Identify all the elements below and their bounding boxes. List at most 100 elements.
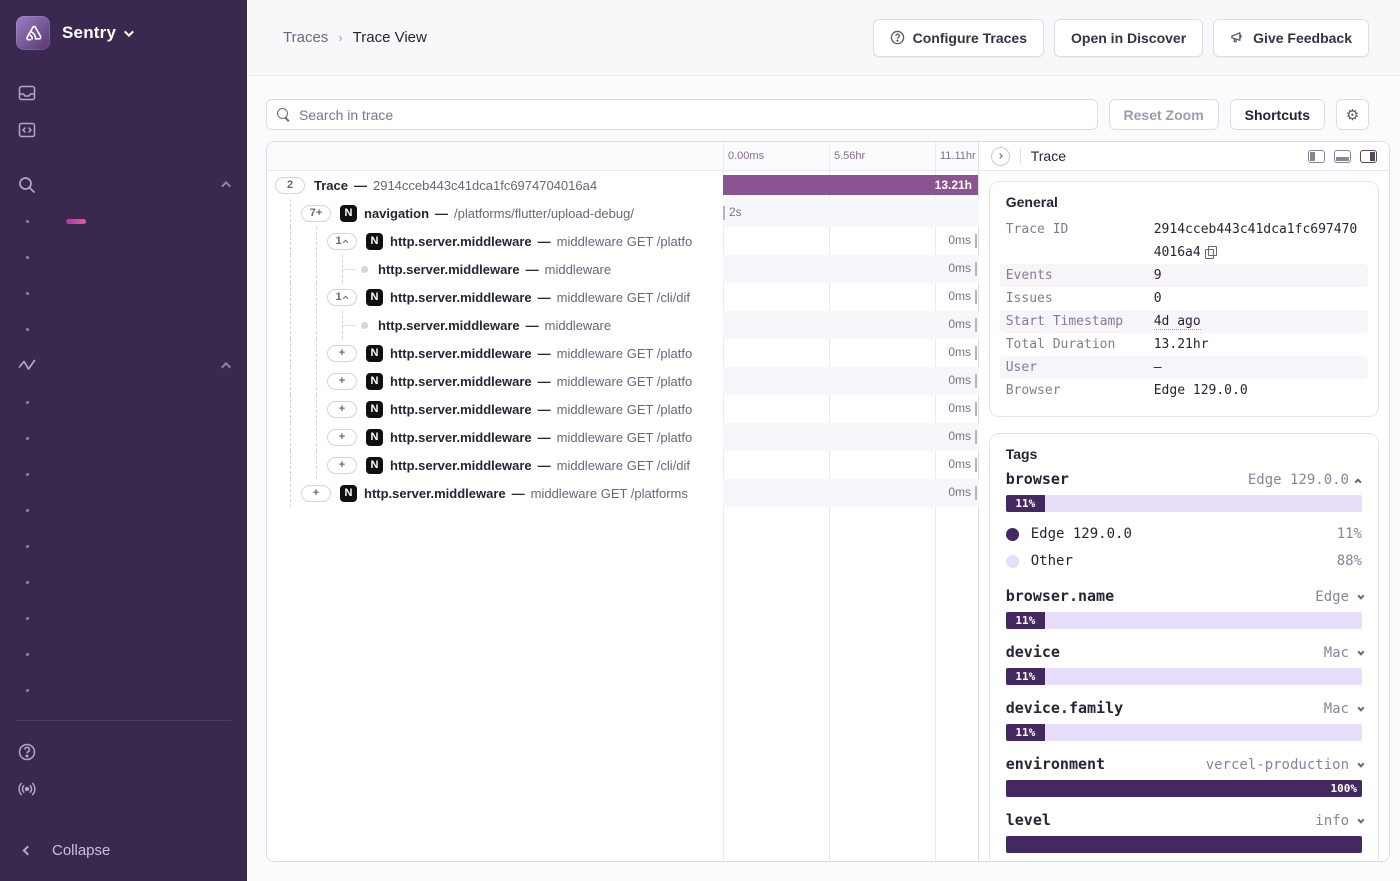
bullet-icon bbox=[16, 508, 38, 512]
sidebar-item-issues[interactable] bbox=[0, 74, 247, 111]
trace-tree-row[interactable]: 2 Trace —2914cceb443c41dca1fc6974704016a4 … bbox=[267, 171, 979, 199]
sidebar-item-traces[interactable] bbox=[0, 203, 247, 239]
shortcuts-button[interactable]: Shortcuts bbox=[1229, 99, 1325, 130]
sidebar-item-app-starts[interactable] bbox=[0, 492, 247, 528]
timeline-tick-label: 0.00ms bbox=[728, 150, 765, 162]
span-op: http.server.middleware bbox=[378, 261, 520, 277]
sidebar-collapse-button[interactable]: Collapse bbox=[0, 832, 247, 869]
org-switcher[interactable]: Sentry bbox=[0, 0, 247, 60]
tag-distribution-bar[interactable] bbox=[1005, 836, 1362, 853]
sidebar-item-screen-loads[interactable] bbox=[0, 528, 247, 564]
sidebar-item-queries[interactable] bbox=[0, 420, 247, 456]
sidebar-item-web-vitals[interactable] bbox=[0, 564, 247, 600]
span-duration-label: 0ms bbox=[948, 373, 971, 387]
timeline-tick-label: 11.11hr bbox=[940, 150, 976, 162]
tag-header[interactable]: browser Edge 129.0.0 bbox=[1006, 470, 1362, 488]
span-children-pill[interactable]: 7+ bbox=[301, 204, 331, 222]
timeline-ruler[interactable]: 0.00ms 5.56hr 11.11hr bbox=[723, 142, 979, 171]
span-children-pill[interactable]: + bbox=[327, 344, 357, 362]
collapse-panel-button[interactable] bbox=[990, 146, 1010, 166]
sidebar-item-assets[interactable] bbox=[0, 456, 247, 492]
tag-distribution-bar[interactable]: 11% bbox=[1005, 724, 1362, 741]
trace-settings-button[interactable]: ⚙ bbox=[1336, 99, 1369, 130]
trace-tree-row[interactable]: http.server.middleware — middleware 0ms bbox=[267, 311, 979, 339]
chevron-down-icon bbox=[1357, 760, 1365, 768]
span-description: middleware GET /platfo bbox=[556, 429, 693, 445]
topbar: Traces › Trace View Configure Traces Ope… bbox=[247, 0, 1400, 76]
tag-header[interactable]: device.family Mac bbox=[1006, 699, 1365, 717]
copy-icon[interactable] bbox=[1204, 246, 1217, 259]
sidebar-item-replays[interactable] bbox=[0, 275, 247, 311]
chevron-up-icon bbox=[1354, 477, 1362, 485]
search-icon bbox=[16, 175, 38, 195]
sidebar-section-insights[interactable] bbox=[0, 347, 247, 384]
sidebar-item-queues[interactable] bbox=[0, 636, 247, 672]
span-children-pill[interactable]: 2 bbox=[275, 176, 305, 194]
sidebar-section-explore[interactable] bbox=[0, 166, 247, 203]
span-duration-tick bbox=[975, 486, 977, 500]
tag-breakdown-row[interactable]: Other 88% bbox=[1005, 553, 1362, 569]
detail-row-events: Events 9 bbox=[999, 264, 1368, 287]
sidebar-item-help[interactable] bbox=[0, 733, 247, 770]
layout-right-button[interactable] bbox=[1360, 149, 1377, 163]
tag-distribution-bar[interactable]: 11% bbox=[1005, 668, 1362, 685]
nextjs-icon: N bbox=[366, 232, 383, 250]
tag-distribution-bar[interactable]: 100% bbox=[1005, 780, 1362, 797]
layout-bottom-button[interactable] bbox=[1334, 149, 1351, 163]
sidebar-item-projects[interactable] bbox=[0, 111, 247, 148]
search-input[interactable] bbox=[299, 106, 1087, 123]
sidebar-item-profiles[interactable] bbox=[0, 239, 247, 275]
chevron-down-icon bbox=[1357, 704, 1365, 712]
configure-traces-button[interactable]: Configure Traces bbox=[872, 18, 1045, 57]
span-children-pill[interactable]: + bbox=[327, 456, 357, 474]
tag-distribution-bar[interactable]: 11% bbox=[1005, 495, 1362, 512]
nextjs-icon: N bbox=[366, 428, 383, 446]
span-children-pill[interactable]: 1 bbox=[327, 288, 357, 306]
span-children-pill[interactable]: 1 bbox=[327, 232, 357, 250]
span-children-pill[interactable]: + bbox=[327, 372, 357, 390]
trace-search-box[interactable] bbox=[266, 99, 1098, 130]
sidebar-item-llm-monitoring[interactable] bbox=[0, 672, 247, 708]
sidebar-item-requests[interactable] bbox=[0, 384, 247, 420]
sidebar-item-what-s-new[interactable] bbox=[0, 770, 247, 807]
tag-header[interactable]: environment vercel-production bbox=[1006, 755, 1365, 773]
span-duration-label: 0ms bbox=[948, 485, 971, 499]
tag-distribution-bar[interactable]: 11% bbox=[1005, 612, 1362, 629]
sidebar-item-discover[interactable] bbox=[0, 311, 247, 347]
trace-tree-row[interactable]: http.server.middleware — middleware 0ms bbox=[267, 255, 979, 283]
tag-header[interactable]: device Mac bbox=[1006, 643, 1365, 661]
span-description: middleware GET /cli/dif bbox=[556, 457, 691, 473]
span-duration-label: 0ms bbox=[948, 317, 971, 331]
span-duration-tick bbox=[975, 374, 977, 388]
give-feedback-button[interactable]: Give Feedback bbox=[1213, 18, 1369, 57]
tags-card: Tags browser Edge 129.0.0 11% Edge 129.0… bbox=[988, 433, 1379, 861]
tag-header[interactable]: level info bbox=[1006, 811, 1365, 829]
bullet-icon bbox=[16, 616, 38, 620]
tag-header[interactable]: browser.name Edge bbox=[1006, 587, 1365, 605]
sidebar-item-caches[interactable] bbox=[0, 600, 247, 636]
waterfall-header bbox=[267, 142, 978, 171]
layout-left-button[interactable] bbox=[1308, 149, 1325, 163]
span-children-pill[interactable]: + bbox=[327, 400, 357, 418]
timeline-tick-label: 5.56hr bbox=[834, 150, 866, 162]
span-description: middleware GET /platfo bbox=[556, 373, 693, 389]
breadcrumb-traces-link[interactable]: Traces bbox=[283, 29, 329, 46]
span-duration-bar[interactable]: 13.21h bbox=[723, 175, 978, 195]
span-children-pill[interactable]: + bbox=[301, 484, 331, 502]
span-description: middleware GET /cli/dif bbox=[556, 289, 691, 305]
span-duration-tick bbox=[975, 234, 977, 248]
open-in-discover-button[interactable]: Open in Discover bbox=[1054, 18, 1204, 57]
tag-breakdown-row[interactable]: Edge 129.0.0 11% bbox=[1005, 526, 1362, 542]
span-children-pill[interactable]: + bbox=[327, 428, 357, 446]
reset-zoom-button[interactable]: Reset Zoom bbox=[1108, 99, 1219, 130]
chevron-up-icon bbox=[221, 361, 232, 372]
